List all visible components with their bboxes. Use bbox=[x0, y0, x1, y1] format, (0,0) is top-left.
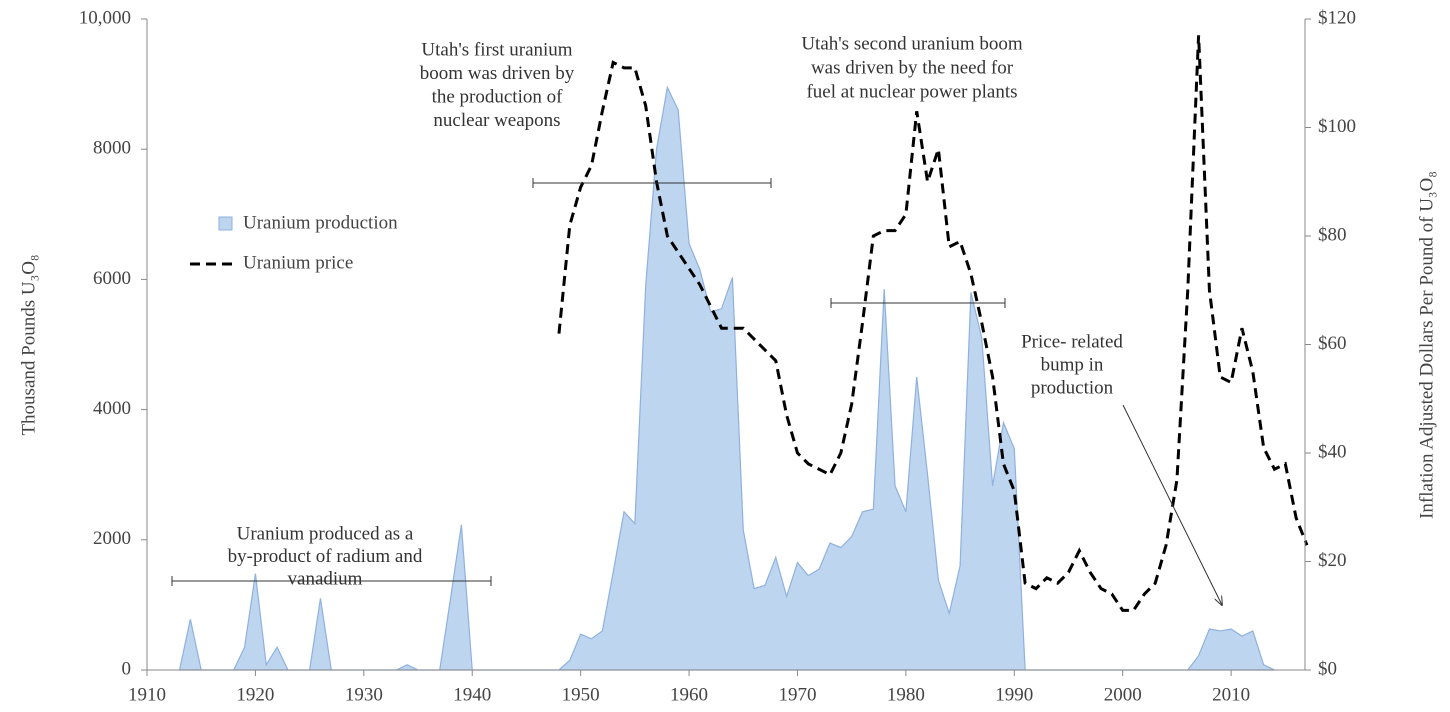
price-line bbox=[557, 35, 1309, 612]
y-axis-label: Thousand Pounds U₃O₈ bbox=[18, 254, 39, 435]
legend-label: Uranium price bbox=[243, 252, 353, 273]
y2-tick-label: $100 bbox=[1318, 116, 1356, 137]
annotation: boom was driven by bbox=[420, 63, 575, 84]
y-tick-label: 2000 bbox=[93, 528, 131, 549]
annotation: by-product of radium and bbox=[228, 546, 423, 567]
annotation: Utah's first uranium bbox=[421, 39, 572, 60]
annotation: Utah's second uranium boom bbox=[801, 33, 1023, 54]
y-tick-label: 8000 bbox=[93, 138, 131, 159]
legend-label: Uranium production bbox=[243, 212, 398, 233]
x-tick-label: 1980 bbox=[887, 684, 925, 705]
x-tick-label: 2010 bbox=[1212, 684, 1250, 705]
x-tick-label: 1950 bbox=[562, 684, 600, 705]
annotation: was driven by the need for bbox=[811, 57, 1014, 78]
y-tick-label: 0 bbox=[122, 658, 132, 679]
y2-tick-label: $0 bbox=[1318, 658, 1337, 679]
y2-tick-label: $40 bbox=[1318, 441, 1347, 462]
annotation: fuel at nuclear power plants bbox=[806, 81, 1017, 102]
x-tick-label: 1940 bbox=[453, 684, 491, 705]
x-tick-label: 1970 bbox=[778, 684, 816, 705]
y2-tick-label: $60 bbox=[1318, 333, 1347, 354]
y2-axis-label: Inflation Adjusted Dollars Per Pound of … bbox=[1416, 171, 1437, 519]
y-tick-label: 6000 bbox=[93, 268, 131, 289]
y2-tick-label: $20 bbox=[1318, 550, 1347, 571]
annotation: vanadium bbox=[288, 568, 363, 589]
y2-tick-label: $80 bbox=[1318, 224, 1347, 245]
legend-swatch bbox=[218, 216, 233, 231]
y-tick-label: 4000 bbox=[93, 398, 131, 419]
x-tick-label: 1960 bbox=[670, 684, 708, 705]
x-tick-label: 1920 bbox=[236, 684, 274, 705]
y-tick-label: 10,000 bbox=[79, 7, 131, 28]
x-tick-label: 1910 bbox=[128, 684, 166, 705]
annotation: nuclear weapons bbox=[433, 110, 560, 131]
annotation: the production of bbox=[432, 86, 564, 107]
annotation: production bbox=[1031, 377, 1114, 398]
x-tick-label: 1930 bbox=[345, 684, 383, 705]
x-tick-label: 1990 bbox=[995, 684, 1033, 705]
annotation: Price- related bbox=[1021, 331, 1123, 352]
annotation-arrow bbox=[1122, 404, 1222, 605]
x-tick-label: 2000 bbox=[1104, 684, 1142, 705]
annotation: Uranium produced as a bbox=[237, 523, 414, 544]
y2-tick-label: $120 bbox=[1318, 7, 1356, 28]
annotation: bump in bbox=[1041, 354, 1104, 375]
